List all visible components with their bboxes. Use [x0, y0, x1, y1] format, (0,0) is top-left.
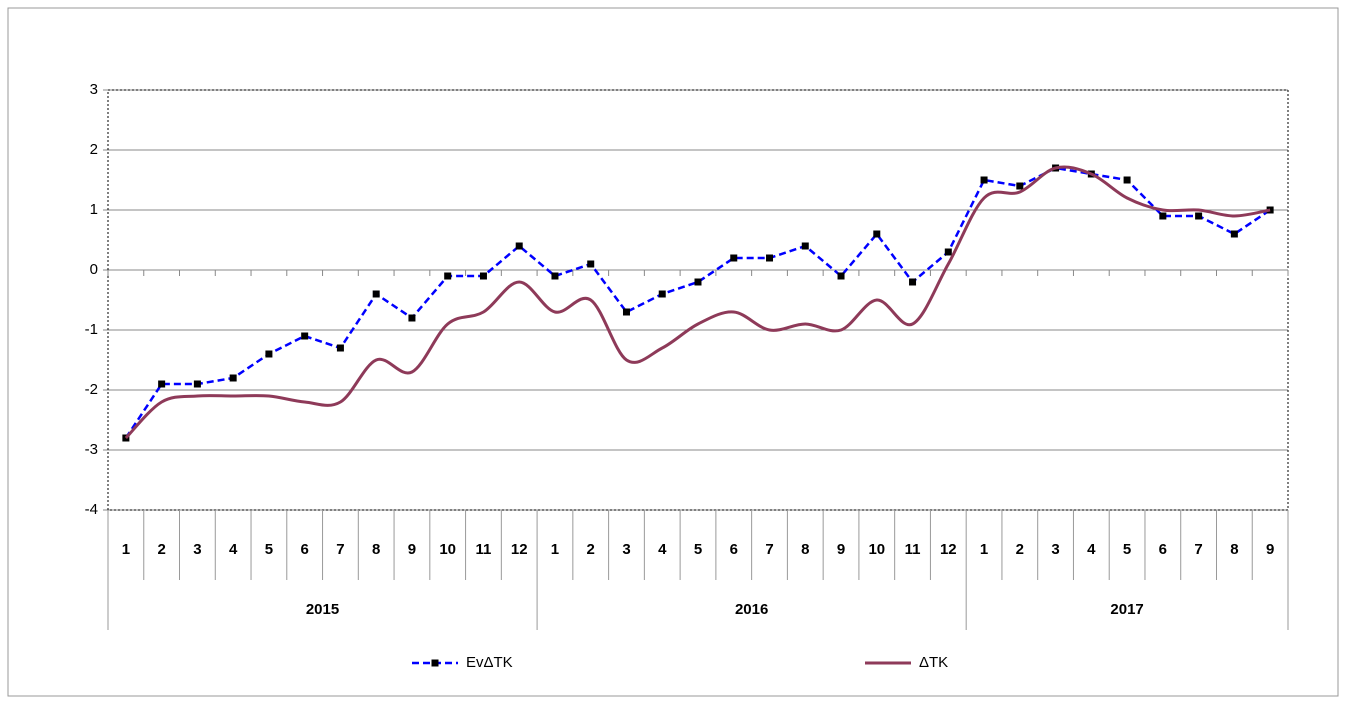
x-tick-label: 1: [122, 541, 130, 558]
x-tick-label: 4: [658, 541, 667, 558]
x-tick-label: 1: [551, 541, 559, 558]
data-point: [336, 344, 344, 352]
data-point: [766, 254, 774, 262]
x-tick-label: 7: [336, 541, 344, 558]
data-point: [837, 272, 845, 280]
y-tick-label: 3: [90, 81, 98, 98]
y-tick-label: -3: [85, 441, 98, 458]
y-tick-label: 2: [90, 141, 98, 158]
series-line: [124, 165, 1271, 440]
y-tick-label: 0: [90, 261, 98, 278]
x-tick-label: 9: [1266, 541, 1274, 558]
x-tick-label: 12: [511, 541, 528, 558]
y-tick-label: -4: [85, 501, 98, 518]
data-point: [301, 332, 309, 340]
data-point: [515, 242, 523, 250]
data-point: [1195, 212, 1203, 220]
data-point: [265, 350, 273, 358]
group-label: 2015: [306, 601, 339, 618]
x-tick-label: 7: [1194, 541, 1202, 558]
x-tick-label: 8: [801, 541, 809, 558]
x-tick-label: 11: [905, 541, 921, 558]
legend-marker: [431, 659, 439, 667]
x-tick-label: 12: [940, 541, 957, 558]
x-tick-label: 7: [765, 541, 773, 558]
data-point: [158, 380, 166, 388]
data-point: [229, 374, 237, 382]
x-tick-label: 4: [229, 541, 238, 558]
y-tick-label: 1: [90, 201, 98, 218]
x-tick-label: 2: [1016, 541, 1024, 558]
x-tick-label: 4: [1087, 541, 1096, 558]
data-point: [1230, 230, 1238, 238]
x-tick-label: 1: [980, 541, 988, 558]
x-tick-label: 8: [372, 541, 380, 558]
x-tick-label: 5: [265, 541, 273, 558]
x-tick-label: 10: [439, 541, 456, 558]
x-tick-label: 2: [587, 541, 595, 558]
plot-border: [107, 89, 1289, 511]
x-tick-label: 3: [622, 541, 630, 558]
x-tick-label: 8: [1230, 541, 1238, 558]
x-tick-label: 6: [300, 541, 308, 558]
data-point: [1123, 176, 1131, 184]
x-tick-label: 5: [694, 541, 702, 558]
x-tick-label: 9: [408, 541, 416, 558]
x-tick-label: 6: [730, 541, 738, 558]
data-point: [909, 278, 917, 286]
data-point: [1016, 182, 1024, 190]
x-tick-label: 2: [157, 541, 165, 558]
chart-border: [7, 7, 1339, 697]
data-point: [730, 254, 738, 262]
legend-label: ΔTK: [919, 654, 948, 671]
series-line: [124, 166, 1271, 439]
x-tick-label: 11: [476, 541, 492, 558]
x-tick-label: 5: [1123, 541, 1131, 558]
y-tick-label: -1: [85, 321, 98, 338]
data-point: [980, 176, 988, 184]
legend-label: EvΔTK: [466, 654, 513, 671]
data-point: [479, 272, 487, 280]
group-label: 2016: [735, 601, 768, 618]
data-point: [372, 290, 380, 298]
data-point: [622, 308, 630, 316]
data-point: [801, 242, 809, 250]
data-point: [408, 314, 416, 322]
x-tick-label: 6: [1159, 541, 1167, 558]
data-point: [444, 272, 452, 280]
x-tick-label: 9: [837, 541, 845, 558]
data-point: [873, 230, 881, 238]
x-tick-label: 3: [1051, 541, 1059, 558]
x-tick-label: 10: [868, 541, 885, 558]
data-point: [694, 278, 702, 286]
data-point: [944, 248, 952, 256]
y-tick-label: -2: [85, 381, 98, 398]
data-point: [193, 380, 201, 388]
x-tick-label: 3: [193, 541, 201, 558]
data-point: [551, 272, 559, 280]
data-point: [587, 260, 595, 268]
data-point: [658, 290, 666, 298]
group-label: 2017: [1110, 601, 1143, 618]
data-point: [1159, 212, 1167, 220]
